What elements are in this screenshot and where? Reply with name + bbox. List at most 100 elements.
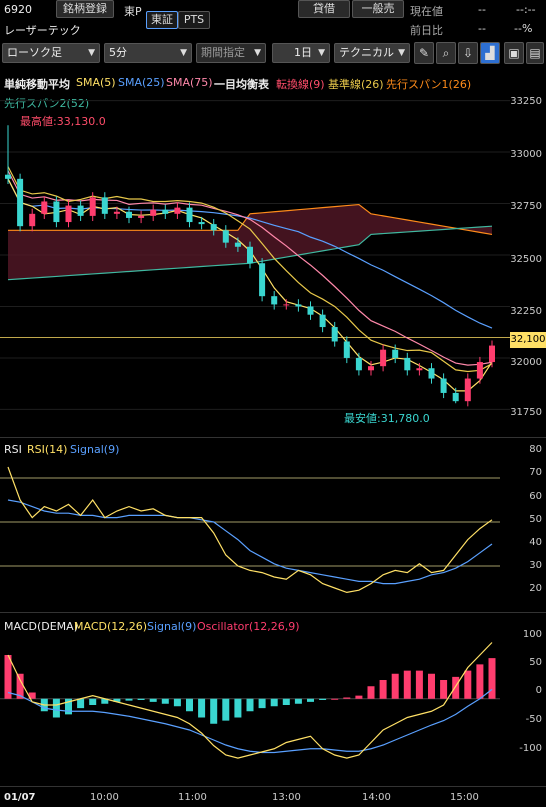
macd-osc-bar	[16, 673, 24, 699]
xaxis-tick: 11:00	[178, 792, 207, 803]
technical-value: テクニカル	[339, 46, 394, 59]
price-axis-33250: 33250	[510, 96, 542, 107]
macd-osc-bar	[391, 673, 399, 699]
xaxis-divider	[0, 786, 546, 787]
layout-icon[interactable]: ▤	[526, 42, 544, 64]
zoom-icon[interactable]: ⌕	[436, 42, 456, 64]
candle	[101, 197, 108, 214]
chart-type-value: ローソク足	[7, 46, 62, 59]
chart-icon[interactable]: ▟	[480, 42, 500, 64]
output-icon[interactable]: ⇩	[458, 42, 478, 64]
chevron-down-icon: ▼	[180, 48, 187, 58]
macd-chart[interactable]	[0, 630, 510, 780]
price-axis-32750: 32750	[510, 201, 542, 212]
legend-main-title: 単純移動平均	[4, 78, 70, 91]
sma25-line	[7, 178, 493, 329]
candle	[222, 230, 229, 243]
macd-osc-bar	[488, 658, 496, 699]
candle	[150, 209, 157, 216]
candle	[41, 201, 48, 214]
macd-osc-bar	[403, 670, 411, 699]
last-price-tag: 32,100	[510, 332, 546, 348]
macd-osc-bar	[89, 698, 97, 705]
macd-line	[7, 642, 493, 759]
macd-osc-bar	[4, 655, 12, 699]
macd-osc-bar	[331, 698, 339, 700]
interval-value: 5分	[109, 46, 127, 59]
macd-axis-50: 50	[529, 657, 542, 668]
market-label: 東P	[124, 5, 142, 18]
span1-line	[8, 203, 493, 236]
candle	[247, 246, 253, 264]
price-axis-32000: 32000	[510, 357, 542, 368]
macd-osc-bar	[464, 670, 472, 699]
rsi-chart[interactable]	[0, 445, 510, 610]
macd-osc-bar	[52, 698, 60, 718]
candle	[17, 178, 24, 227]
chevron-down-icon: ▼	[88, 48, 95, 58]
tab-tosho[interactable]: 東証	[146, 11, 178, 29]
macd-osc-bar	[294, 698, 302, 704]
macd-signal-line	[7, 688, 493, 754]
chart-type-select[interactable]: ローソク足 ▼	[2, 43, 100, 63]
current-price-value: --	[478, 3, 486, 16]
save-icon[interactable]: ▣	[504, 42, 524, 64]
candle	[319, 314, 326, 328]
macd-legend: MACD(12,26)	[74, 620, 148, 633]
period-value: 期間指定	[201, 46, 245, 59]
current-price-label: 現在値	[410, 5, 443, 18]
legend-kijun: 基準線(26)	[328, 78, 384, 91]
rsi-axis-20: 20	[529, 583, 542, 594]
macd-osc-bar	[186, 698, 193, 712]
candle	[404, 357, 411, 371]
candle	[174, 207, 181, 214]
technical-select[interactable]: テクニカル ▼	[334, 43, 410, 63]
macd-osc-bar	[28, 692, 36, 699]
candle	[355, 357, 362, 371]
range-select[interactable]: 1日 ▼	[272, 43, 330, 63]
rsi-signal-line	[7, 499, 493, 585]
candle	[416, 368, 423, 371]
pencil-icon[interactable]: ✎	[414, 42, 434, 64]
macd-osc-bar	[319, 698, 327, 700]
candle	[5, 174, 11, 179]
period-select[interactable]: 期間指定 ▼	[196, 43, 266, 63]
macd-axis-m100: -100	[519, 743, 542, 754]
interval-select[interactable]: 5分 ▼	[104, 43, 192, 63]
candle	[53, 201, 60, 223]
macd-osc-bar	[234, 698, 242, 718]
macd-osc-bar	[113, 698, 121, 702]
price-chart[interactable]	[0, 80, 510, 430]
change-percent: --%	[514, 22, 533, 35]
panel-divider	[0, 612, 546, 613]
margin-button[interactable]: 貸借	[298, 0, 350, 18]
candle	[113, 211, 120, 214]
macd-osc-bar	[452, 676, 460, 699]
macd-osc-legend: Oscillator(12,26,9)	[197, 620, 300, 633]
tab-pts[interactable]: PTS	[178, 11, 210, 29]
chevron-down-icon: ▼	[254, 48, 261, 58]
macd-osc-bar	[198, 698, 206, 718]
rsi-signal-legend: Signal(9)	[70, 443, 120, 456]
change-label: 前日比	[410, 24, 443, 37]
price-axis-31750: 31750	[510, 407, 542, 418]
legend-ichimoku: 一目均衡表	[214, 78, 269, 91]
legend-span1: 先行スパン1(26)	[386, 78, 472, 91]
xaxis-tick: 15:00	[450, 792, 479, 803]
chevron-down-icon: ▼	[398, 48, 405, 58]
candle	[343, 341, 350, 358]
chevron-down-icon: ▼	[318, 48, 325, 58]
rsi-axis-80: 80	[529, 444, 542, 455]
short-sell-button[interactable]: 一般売	[352, 0, 404, 18]
candle	[29, 213, 36, 227]
rsi-axis-40: 40	[529, 537, 542, 548]
xaxis-date: 01/07	[4, 792, 36, 803]
xaxis-tick: 14:00	[362, 792, 391, 803]
candle	[77, 205, 84, 216]
rsi-legend: RSI(14)	[27, 443, 68, 456]
macd-axis-100: 100	[522, 629, 542, 640]
add-to-watchlist-button[interactable]: 銘柄登録	[56, 0, 114, 18]
macd-osc-bar	[149, 698, 157, 702]
macd-osc-bar	[367, 686, 375, 699]
candle	[331, 327, 338, 342]
